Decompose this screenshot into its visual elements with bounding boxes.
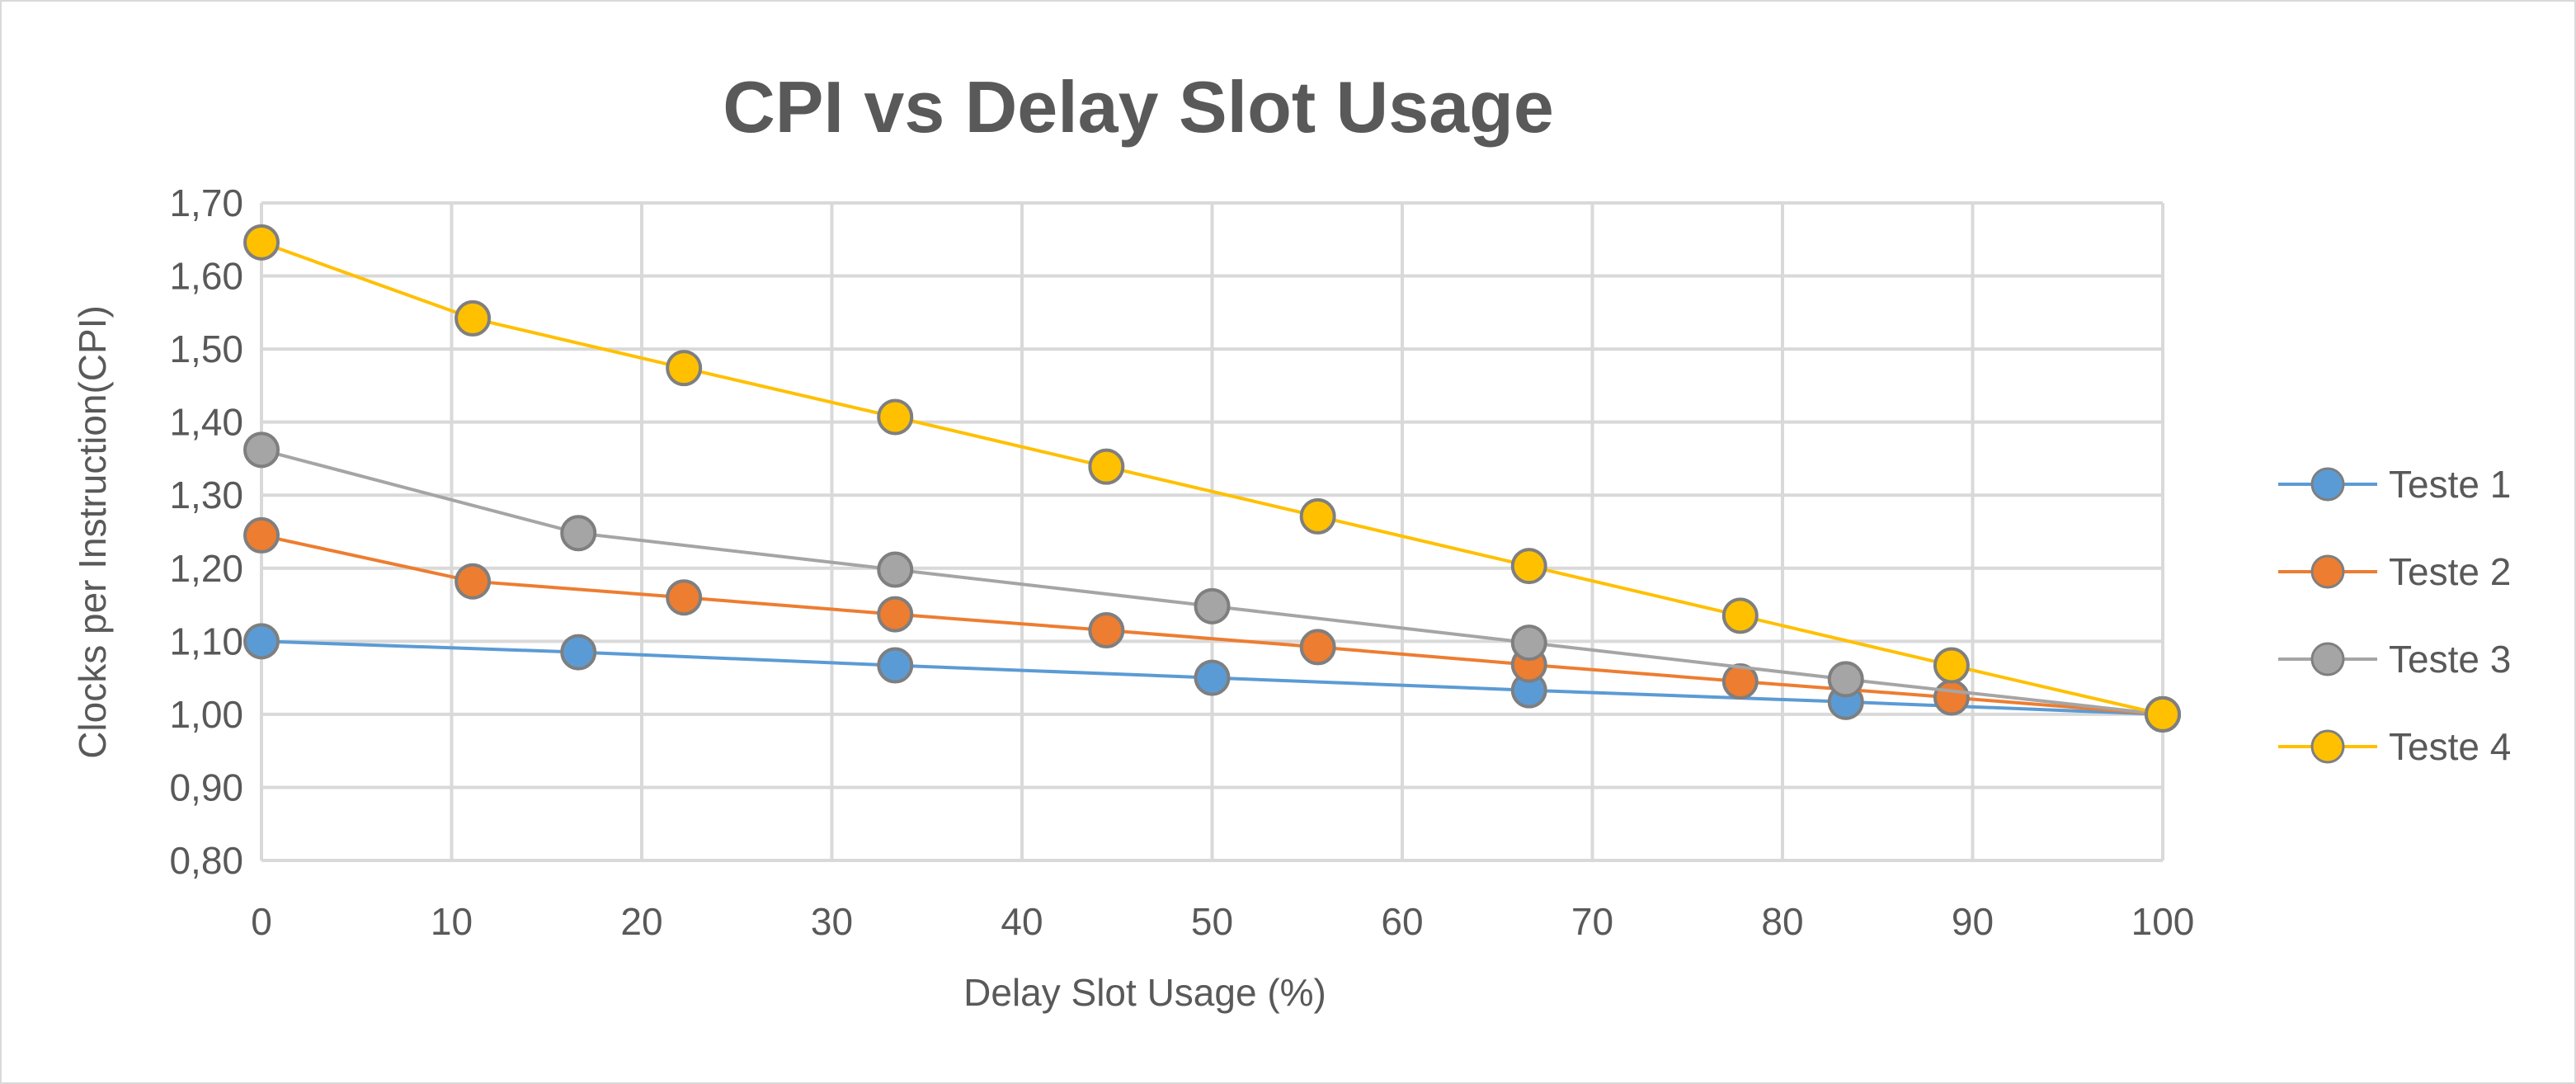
x-tick-label: 30 bbox=[811, 900, 853, 943]
data-point bbox=[243, 224, 280, 261]
y-tick-label: 1,70 bbox=[169, 181, 243, 224]
grid bbox=[260, 201, 2164, 862]
legend-marker bbox=[2310, 554, 2345, 589]
data-point bbox=[1088, 448, 1125, 485]
legend: Teste 1 Teste 2 Teste 3 Teste 4 bbox=[2278, 463, 2511, 768]
legend-item: Teste 3 bbox=[2278, 638, 2511, 681]
data-point bbox=[560, 634, 597, 671]
series-4 bbox=[243, 224, 2181, 733]
y-tick-label: 1,40 bbox=[169, 401, 243, 444]
legend-label: Teste 4 bbox=[2389, 725, 2511, 768]
x-tick-label: 60 bbox=[1381, 900, 1423, 943]
x-tick-label: 50 bbox=[1191, 900, 1233, 943]
x-tick-label: 0 bbox=[251, 900, 272, 943]
data-point bbox=[560, 515, 597, 552]
y-tick-label: 1,50 bbox=[169, 328, 243, 370]
data-point bbox=[877, 647, 914, 684]
data-point bbox=[877, 551, 914, 588]
x-tick-label: 100 bbox=[2131, 900, 2195, 943]
data-point bbox=[1510, 624, 1547, 662]
y-tick-label: 1,30 bbox=[169, 474, 243, 516]
legend-marker bbox=[2310, 642, 2345, 676]
x-axis-title: Delay Slot Usage (%) bbox=[963, 971, 1326, 1014]
legend-item: Teste 1 bbox=[2278, 463, 2511, 506]
y-tick-label: 1,20 bbox=[169, 547, 243, 590]
data-point bbox=[1933, 679, 1970, 716]
data-point bbox=[454, 563, 492, 600]
data-point bbox=[877, 398, 914, 436]
y-tick-label: 0,80 bbox=[169, 839, 243, 882]
y-axis-title: Clocks per Instruction(CPI) bbox=[71, 305, 114, 759]
legend-label: Teste 2 bbox=[2389, 550, 2511, 593]
data-series bbox=[243, 224, 2181, 733]
legend-item: Teste 4 bbox=[2278, 725, 2511, 768]
data-point bbox=[243, 431, 280, 469]
data-point bbox=[666, 350, 703, 387]
data-point bbox=[877, 596, 914, 633]
y-axis-ticks: 0,80 0,90 1,00 1,10 1,20 1,30 1,40 1,50 1,60 1,70 bbox=[169, 181, 243, 882]
y-tick-label: 1,10 bbox=[169, 620, 243, 662]
data-point bbox=[1088, 612, 1125, 649]
data-point bbox=[1510, 548, 1547, 585]
legend-label: Teste 1 bbox=[2389, 463, 2511, 506]
data-point bbox=[1827, 661, 1864, 698]
data-point bbox=[2145, 695, 2181, 733]
data-point bbox=[1194, 659, 1231, 696]
data-point bbox=[1721, 597, 1759, 634]
series-line bbox=[261, 240, 2164, 716]
x-tick-label: 20 bbox=[620, 900, 662, 943]
y-tick-label: 0,90 bbox=[169, 766, 243, 808]
data-point bbox=[243, 623, 280, 660]
x-tick-label: 40 bbox=[1001, 900, 1043, 943]
data-point bbox=[666, 579, 703, 616]
data-point bbox=[454, 299, 492, 337]
data-point bbox=[243, 516, 280, 554]
x-tick-label: 10 bbox=[431, 900, 473, 943]
data-point bbox=[1299, 497, 1336, 535]
legend-marker bbox=[2310, 467, 2345, 502]
x-tick-label: 90 bbox=[1952, 900, 1994, 943]
y-tick-label: 1,60 bbox=[169, 255, 243, 298]
data-point bbox=[1299, 629, 1336, 666]
x-tick-label: 80 bbox=[1761, 900, 1803, 943]
legend-item: Teste 2 bbox=[2278, 550, 2511, 593]
data-point bbox=[1194, 587, 1231, 624]
chart-title: CPI vs Delay Slot Usage bbox=[723, 66, 1554, 148]
data-point bbox=[1721, 663, 1759, 700]
y-tick-label: 1,00 bbox=[169, 693, 243, 736]
x-axis-ticks: 0 10 20 30 40 50 60 70 80 90 100 bbox=[251, 900, 2194, 943]
legend-marker bbox=[2310, 729, 2345, 764]
data-point bbox=[1933, 647, 1970, 684]
x-tick-label: 70 bbox=[1571, 900, 1613, 943]
legend-label: Teste 3 bbox=[2389, 638, 2511, 681]
